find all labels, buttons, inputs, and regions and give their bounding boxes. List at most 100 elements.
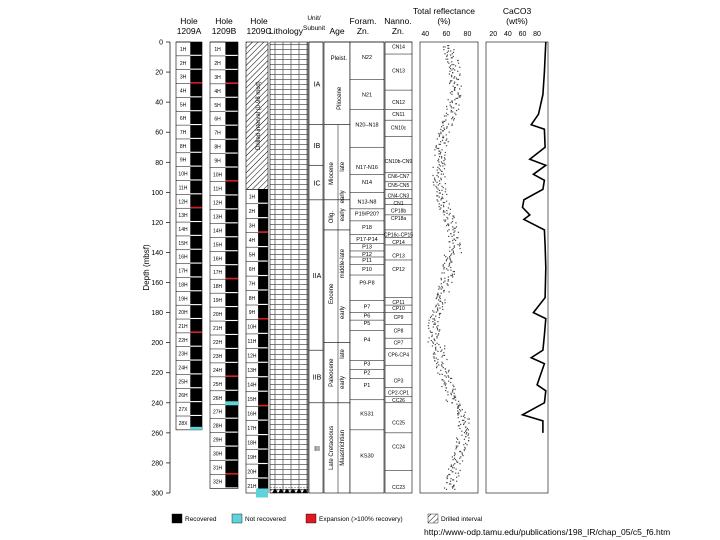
reflectance-point	[444, 120, 446, 122]
reflectance-point	[454, 230, 456, 232]
reflectance-point	[446, 358, 448, 361]
reflectance-point	[453, 77, 455, 79]
reflectance-point	[434, 344, 436, 346]
reflectance-point	[441, 285, 443, 288]
reflectance-point	[428, 319, 430, 321]
age-pliocene: Pliocene	[337, 86, 343, 110]
reflectance-point	[451, 91, 453, 93]
reflectance-point	[451, 93, 453, 95]
recovered-segment	[258, 348, 268, 362]
recovered-segment	[225, 181, 238, 195]
core-label: 25H	[213, 382, 223, 388]
core-label: 27H	[213, 410, 223, 416]
depth-tick-label: 260	[151, 430, 163, 437]
reflectance-point	[438, 288, 440, 290]
core-label: 6H	[214, 117, 221, 123]
reflectance-point	[442, 210, 445, 212]
reflectance-point	[455, 77, 458, 79]
reflectance-point	[434, 360, 436, 362]
reflectance-point	[448, 483, 451, 485]
reflectance-point	[442, 124, 444, 127]
reflectance-point	[458, 88, 461, 90]
reflectance-point	[457, 406, 459, 408]
reflectance-point	[448, 376, 450, 378]
reflectance-point	[449, 212, 451, 214]
recovered-segment	[258, 189, 268, 203]
recovered-segment	[225, 279, 238, 293]
recovered-segment	[225, 83, 238, 97]
recovered-segment	[190, 332, 202, 346]
reflectance-point	[444, 164, 446, 166]
reflectance-point	[457, 92, 459, 94]
reflectance-point	[428, 322, 430, 324]
reflectance-point	[454, 69, 456, 71]
reflectance-point	[451, 487, 454, 489]
reflectance-point	[464, 411, 466, 413]
reflectance-point	[454, 459, 457, 461]
reflectance-point	[448, 265, 450, 267]
reflectance-point	[445, 200, 448, 202]
reflectance-point	[437, 329, 439, 331]
reflectance-point	[449, 241, 451, 243]
reflectance-header: Total reflectance (%)	[413, 6, 475, 26]
depth-tick-label: 140	[151, 250, 163, 257]
reflectance-point	[439, 153, 441, 155]
core-label: 8H	[249, 296, 256, 302]
core-label: 9H	[180, 158, 187, 164]
reflectance-point	[441, 365, 443, 367]
expansion-segment	[190, 331, 202, 333]
nanno-zone-label: CP11	[392, 300, 404, 306]
reflectance-point	[444, 345, 446, 347]
reflectance-point	[434, 319, 436, 321]
reflectance-point	[457, 410, 459, 412]
reflectance-point	[463, 438, 466, 440]
reflectance-point	[443, 162, 445, 164]
reflectance-point	[433, 177, 436, 179]
reflectance-point	[432, 326, 434, 328]
unit-label: III	[314, 446, 320, 453]
reflectance-point	[453, 385, 455, 388]
reflectance-point	[452, 390, 454, 392]
lithology-column	[269, 41, 309, 494]
reflectance-point	[441, 170, 443, 173]
reflectance-point	[450, 465, 452, 467]
reflectance-point	[437, 325, 439, 327]
reflectance-point	[446, 126, 448, 128]
reflectance-point	[458, 441, 460, 443]
reflectance-point	[452, 479, 454, 481]
core-label: 7H	[180, 130, 187, 136]
reflectance-point	[447, 141, 449, 143]
reflectance-point	[438, 316, 440, 319]
age-column: Pleist. Pliocene Miocene late early Olig. earl…	[323, 41, 351, 494]
recovered-segment	[258, 333, 268, 348]
source-url: http://www-odp.tamu.edu/publications/198…	[424, 527, 671, 537]
age-paleocene: Paleocene	[329, 358, 335, 387]
reflectance-point	[437, 308, 439, 311]
reflectance-tick-label: 80	[464, 31, 472, 38]
reflectance-point	[439, 208, 441, 210]
chert-triangle	[302, 488, 308, 493]
reflectance-point	[447, 280, 449, 282]
recovered-segment	[190, 138, 202, 152]
legend-expansion-swatch	[305, 513, 317, 524]
reflectance-point	[456, 97, 459, 99]
reflectance-point	[461, 453, 463, 455]
depth-tick-label: 180	[151, 310, 163, 317]
reflectance-point	[444, 46, 446, 48]
reflectance-point	[455, 399, 457, 401]
chert-triangle	[290, 488, 296, 493]
reflectance-point	[440, 161, 443, 163]
reflectance-point	[443, 201, 446, 204]
core-label: 3H	[214, 75, 221, 81]
age-late-cretaceous: Late Cretaceous	[329, 426, 335, 470]
reflectance-point	[465, 430, 467, 432]
reflectance-point	[449, 82, 451, 85]
core-label: 8H	[214, 145, 221, 151]
not-recovered-segment	[225, 401, 238, 406]
reflectance-point	[442, 137, 444, 139]
reflectance-point	[457, 445, 459, 447]
reflectance-point	[439, 300, 441, 302]
recovered-segment	[225, 293, 238, 306]
core-label: 3H	[249, 223, 256, 229]
recovered-segment	[225, 432, 238, 446]
